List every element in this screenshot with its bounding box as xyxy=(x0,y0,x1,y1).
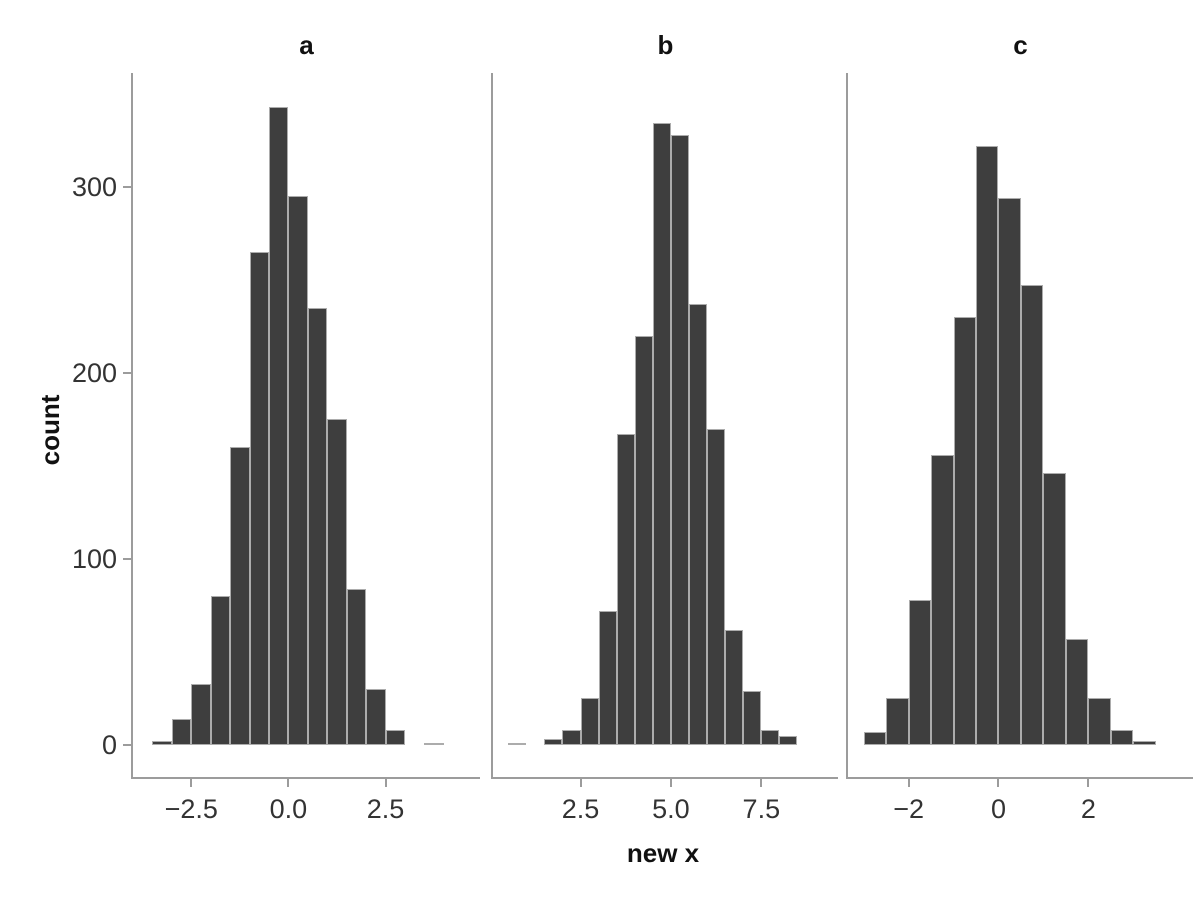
x-tick xyxy=(190,777,193,787)
histogram-bar xyxy=(707,428,726,745)
histogram-bar xyxy=(562,730,581,745)
panel-b-y-axis-line xyxy=(491,73,493,779)
x-tick-label: 0 xyxy=(990,794,1006,824)
panel-c-y-axis-line xyxy=(846,73,848,779)
histogram-bar xyxy=(191,683,211,745)
panel-a-y-axis-line xyxy=(131,73,133,779)
histogram-bar xyxy=(1133,741,1156,745)
histogram-bar xyxy=(598,611,617,745)
x-tick xyxy=(997,777,1000,787)
histogram-bar xyxy=(1043,473,1066,745)
histogram-bar xyxy=(171,718,192,745)
facet-title-a: a xyxy=(299,30,314,60)
x-tick-label: 2.5 xyxy=(561,794,600,824)
histogram-bar xyxy=(327,419,347,745)
y-tick xyxy=(123,557,133,560)
histogram-bar xyxy=(953,316,977,745)
x-tick-label: 2 xyxy=(1080,794,1096,824)
histogram-bar xyxy=(670,134,689,745)
histogram-bar xyxy=(931,454,954,745)
histogram-bar xyxy=(580,698,599,745)
histogram-bar xyxy=(230,447,250,745)
histogram-bar xyxy=(366,689,386,745)
x-tick xyxy=(907,777,910,787)
y-axis-title: count xyxy=(35,394,65,466)
facet-title-b: b xyxy=(657,30,674,60)
y-tick xyxy=(123,185,133,188)
histogram-bar xyxy=(346,588,367,745)
histogram-bar xyxy=(1088,698,1111,745)
histogram-bar xyxy=(508,743,527,745)
y-tick-label: 300 xyxy=(71,171,117,202)
histogram-bar xyxy=(1020,285,1044,745)
y-tick xyxy=(123,744,133,746)
histogram-bar xyxy=(152,741,172,745)
x-tick xyxy=(384,777,387,787)
histogram-bar xyxy=(779,735,798,745)
x-tick-label: −2 xyxy=(893,794,925,824)
histogram-bar xyxy=(908,599,932,745)
histogram-bar xyxy=(886,698,909,745)
x-tick xyxy=(760,777,763,787)
x-tick-label: −2.5 xyxy=(164,794,218,824)
x-tick-label: 7.5 xyxy=(742,794,781,824)
x-tick-label: 0.0 xyxy=(269,794,308,824)
histogram-bar xyxy=(976,145,999,745)
histogram-bar xyxy=(634,335,653,745)
histogram-bar xyxy=(210,596,231,745)
histogram-bar xyxy=(269,106,289,745)
y-tick-label: 200 xyxy=(71,357,117,388)
histogram-bar xyxy=(288,196,308,745)
histogram-bar xyxy=(424,743,444,745)
x-tick-label: 5.0 xyxy=(652,794,690,824)
histogram-bar xyxy=(616,434,635,745)
histogram-bar xyxy=(307,307,328,745)
panel-a-x-axis-line xyxy=(131,777,480,779)
x-tick xyxy=(1087,777,1090,787)
y-tick-label: 0 xyxy=(101,730,117,760)
histogram-bar xyxy=(249,251,269,745)
histogram-bar xyxy=(385,730,405,745)
x-axis-title: new x xyxy=(626,838,700,868)
histogram-bar xyxy=(689,303,708,745)
x-tick xyxy=(579,777,582,787)
histogram-bar xyxy=(725,629,744,745)
histogram-bar xyxy=(652,123,671,745)
y-tick xyxy=(123,371,133,374)
histogram-bar xyxy=(1110,730,1134,745)
x-tick xyxy=(669,777,672,787)
x-tick xyxy=(287,777,290,787)
y-tick-label: 100 xyxy=(71,543,117,574)
histogram-bar xyxy=(743,691,762,745)
histogram-bar xyxy=(863,731,887,745)
x-tick-label: 2.5 xyxy=(366,794,405,824)
histogram-bar xyxy=(761,730,780,745)
panel-b-x-axis-line xyxy=(491,777,838,779)
histogram-bar xyxy=(1065,638,1089,745)
facet-title-c: c xyxy=(1013,30,1028,60)
histogram-bar xyxy=(998,197,1021,745)
panel-c-x-axis-line xyxy=(846,777,1193,779)
histogram-bar xyxy=(544,739,563,745)
